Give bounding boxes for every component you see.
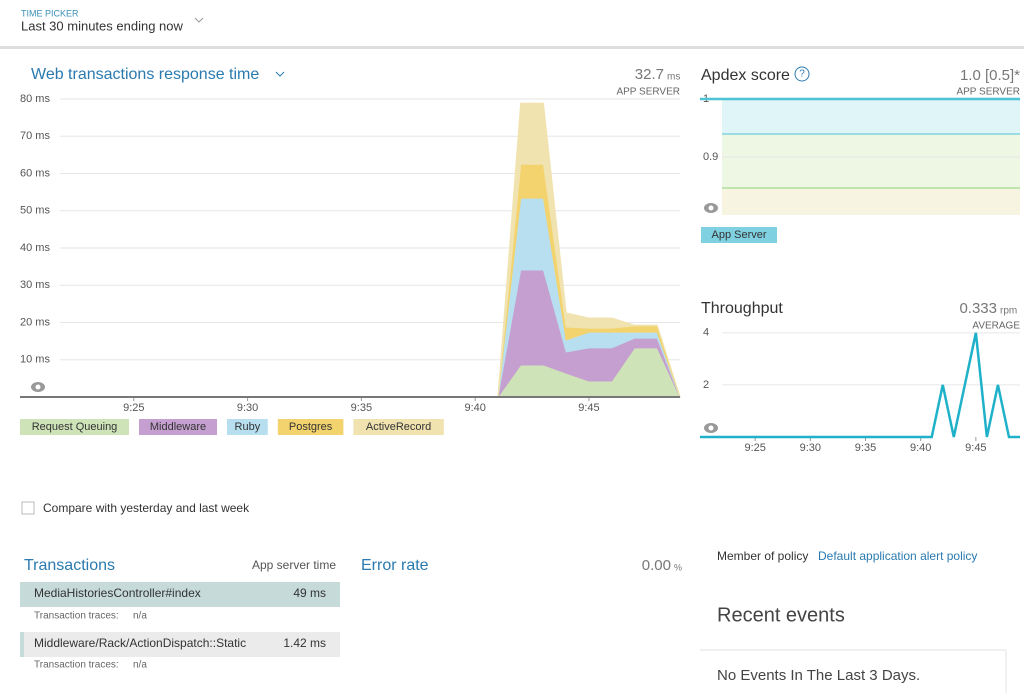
legend-label: App Server	[711, 229, 766, 241]
transaction-time: 1.42 ms	[283, 636, 326, 650]
x-tick-label: 9:40	[910, 442, 931, 454]
summary-value: 0.333	[959, 300, 997, 317]
time-picker-label: TIME PICKER	[21, 8, 79, 18]
transaction-name[interactable]: MediaHistoriesController#index	[34, 586, 201, 600]
x-tick-label: 9:30	[800, 442, 821, 454]
transaction-row[interactable]	[20, 632, 340, 657]
policy-label: Member of policy	[717, 549, 808, 563]
chevron[interactable]	[194, 17, 204, 23]
traces-label: Transaction traces:	[34, 611, 119, 622]
summary-unit: rpm	[1000, 306, 1017, 317]
x-tick-label: 9:45	[578, 402, 599, 414]
checkbox[interactable]	[21, 501, 35, 515]
section-title: Recent events	[717, 604, 845, 626]
error-rate-unit: %	[674, 562, 682, 572]
y-tick-label: 80 ms	[20, 93, 50, 105]
transaction-row[interactable]	[20, 582, 340, 607]
help-icon-glyph[interactable]: ?	[799, 69, 805, 80]
eye-icon[interactable]	[704, 203, 718, 213]
y-tick-label: 2	[703, 379, 709, 391]
summary-caption: AVERAGE	[972, 321, 1020, 332]
x-tick-label: 9:25	[123, 402, 144, 414]
y-tick-label: 40 ms	[20, 242, 50, 254]
legend-label: ActiveRecord	[366, 421, 431, 433]
y-tick-label: 30 ms	[20, 279, 50, 291]
legend-label: Request Queuing	[32, 421, 118, 433]
x-tick-label: 9:45	[965, 442, 986, 454]
policy-link[interactable]: Default application alert policy	[818, 549, 977, 563]
events-message: No Events In The Last 3 Days.	[717, 667, 920, 684]
section-title: Transactions	[24, 557, 115, 574]
legend-label: Postgres	[289, 421, 333, 433]
transaction-time: 49 ms	[293, 586, 326, 600]
x-tick-label: 9:35	[855, 442, 876, 454]
y-tick-label: 50 ms	[20, 205, 50, 217]
summary-value: 32.7	[635, 66, 664, 83]
x-tick-label: 9:30	[237, 402, 258, 414]
chart-title[interactable]: Web transactions response time	[31, 66, 259, 83]
apdex-band	[722, 188, 1020, 215]
separator	[0, 46, 1024, 49]
traces-label: Transaction traces:	[34, 660, 119, 671]
x-tick-label: 9:40	[464, 402, 485, 414]
eye-icon[interactable]	[31, 382, 45, 392]
y-tick-label: 20 ms	[20, 316, 50, 328]
apdex-band	[722, 134, 1020, 188]
chart-title: Throughput	[701, 300, 783, 317]
transaction-name[interactable]: Middleware/Rack/ActionDispatch::Static	[34, 636, 246, 650]
y-tick-label: 0.9	[703, 151, 718, 163]
row-marker	[20, 632, 24, 657]
apdex-band	[722, 99, 1020, 134]
x-tick-label: 9:25	[744, 442, 765, 454]
time-picker-value[interactable]: Last 30 minutes ending now	[21, 18, 183, 33]
traces-value: n/a	[133, 611, 147, 622]
summary-caption: APP SERVER	[956, 87, 1020, 98]
error-rate-value: 0.00	[642, 557, 671, 574]
summary-caption: APP SERVER	[616, 87, 680, 98]
traces-value: n/a	[133, 660, 147, 671]
chart-title: Apdex score	[701, 67, 790, 84]
legend-swatch	[139, 419, 217, 435]
help-icon[interactable]	[794, 66, 810, 82]
legend-swatch	[227, 419, 268, 435]
legend-swatch	[353, 419, 444, 435]
summary-unit: ms	[667, 72, 680, 83]
y-tick-label: 4	[703, 327, 709, 339]
section-title: Error rate	[361, 557, 429, 574]
legend-label: Middleware	[150, 421, 206, 433]
y-tick-label: 10 ms	[20, 354, 50, 366]
legend-swatch	[701, 227, 777, 243]
checkbox-label[interactable]: Compare with yesterday and last week	[43, 501, 250, 515]
column-label: App server time	[252, 558, 336, 572]
y-tick-label: 60 ms	[20, 167, 50, 179]
eye-icon[interactable]	[704, 423, 718, 433]
x-tick-label: 9:35	[351, 402, 372, 414]
legend-swatch	[277, 419, 344, 435]
y-tick-label: 70 ms	[20, 130, 50, 142]
chevron[interactable]	[275, 71, 285, 77]
legend-label: Ruby	[235, 421, 261, 433]
line	[700, 332, 1020, 439]
summary-value: 1.0 [0.5]*	[960, 67, 1020, 84]
legend-swatch	[20, 419, 129, 435]
